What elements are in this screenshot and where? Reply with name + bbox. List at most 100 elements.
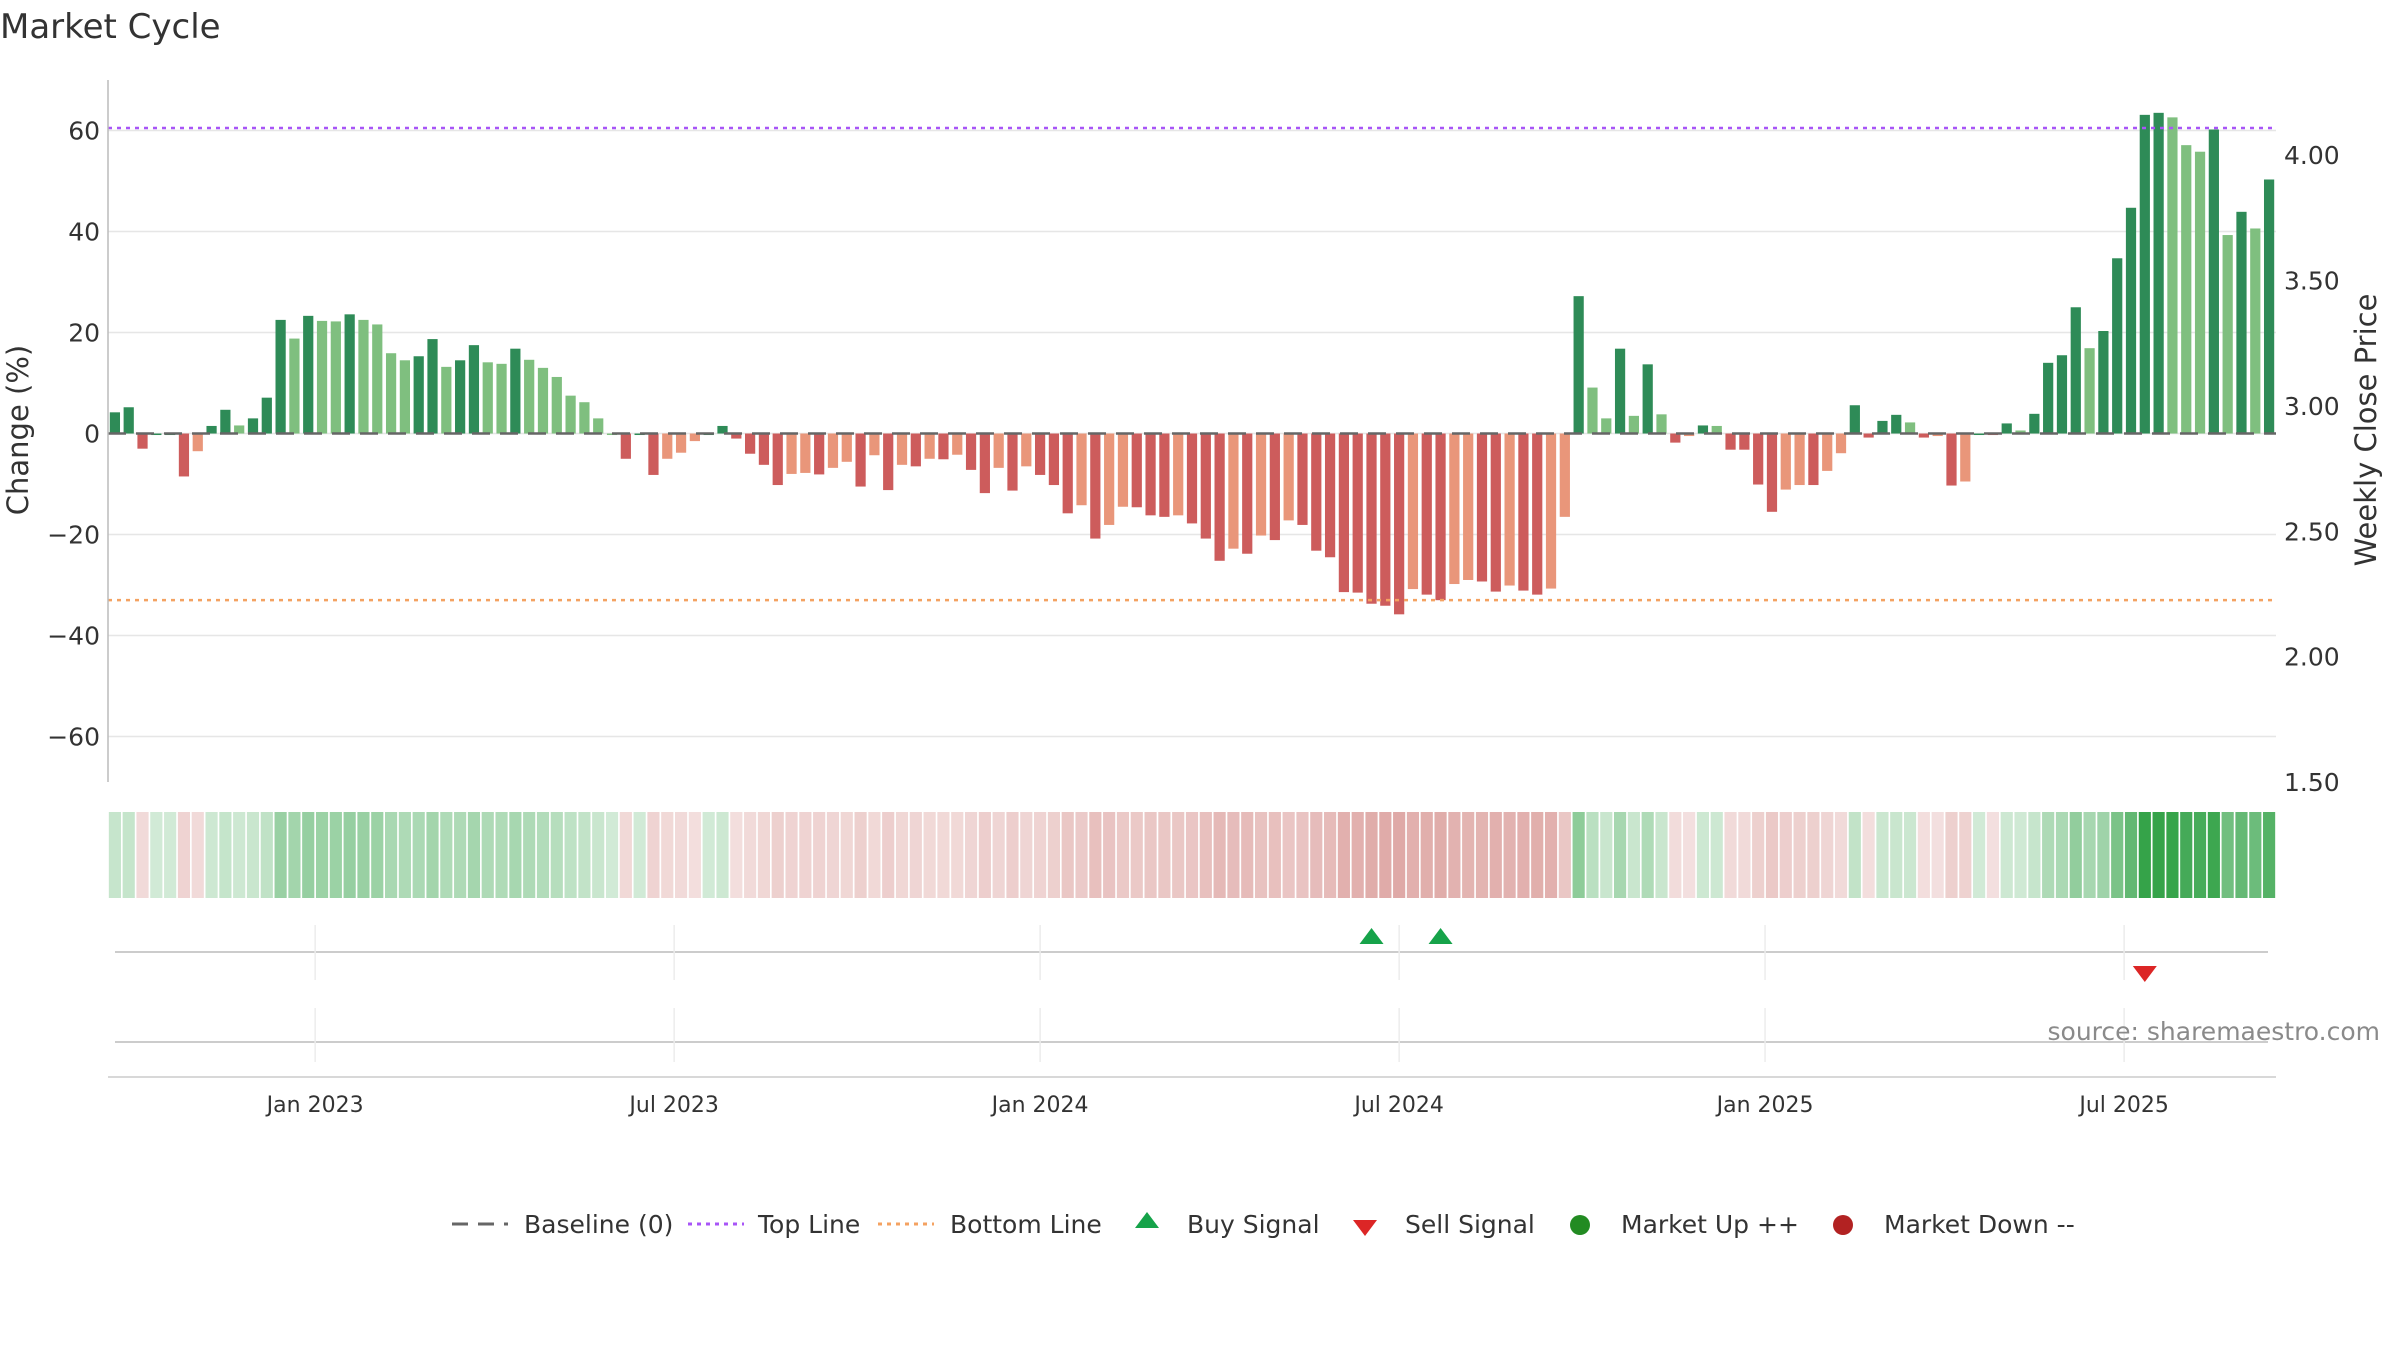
change-bar [1697,425,1709,434]
heat-cell [246,812,260,898]
change-bar [330,321,341,434]
heat-cell [702,812,715,898]
y-tick-label: −60 [47,723,100,752]
price-bar [1284,484,1294,782]
heat-cell [826,812,840,898]
buy-signal-marker [1428,928,1453,944]
heat-cell [2249,812,2262,898]
heat-cell [1172,812,1185,898]
heat-cell [2221,812,2234,898]
legend-market-down-label: Market Down -- [1884,1210,2075,1239]
heat-cell [467,812,481,898]
heat-cell [1683,812,1696,898]
change-bar [427,339,438,434]
heat-cell [1475,812,1489,898]
price-bar [1781,454,1791,782]
price-bar [869,439,879,782]
change-bar [2181,145,2192,434]
heat-cell [840,812,853,898]
heat-cell [605,812,619,898]
price-bar [1670,423,1680,782]
change-bar [399,360,411,434]
heat-cell [1862,812,1875,898]
heat-cell [1061,812,1074,898]
legend-sell-label: Sell Signal [1405,1210,1535,1239]
change-bar [1476,433,1488,582]
price-bar [1049,459,1059,782]
change-bars [109,112,2275,615]
price-bar [137,426,147,782]
price-bar [248,408,258,782]
change-bar [855,433,866,487]
change-bar [1794,433,1805,486]
price-bar [1159,481,1169,782]
heat-cell [1089,812,1102,898]
heat-cell [882,812,895,898]
price-bar [2029,403,2039,782]
change-bar [1407,433,1419,590]
legend-sell-icon [1353,1220,1377,1236]
heat-cell [426,812,439,898]
heat-cell [757,812,770,898]
change-bar [413,356,424,434]
x-tick-label: Jul 2024 [1352,1093,1444,1118]
heat-cell [1006,812,1019,898]
price-bar [1297,486,1307,782]
change-bar [1090,433,1101,539]
heat-cell [951,812,964,898]
change-bar [1242,433,1253,554]
price-bar [1739,426,1749,782]
price-bar [1822,441,1832,782]
heat-cell [1614,812,1627,898]
legend-top-line-label: Top Line [757,1210,860,1239]
change-bar [2070,307,2081,434]
price-bar [234,411,244,782]
heat-cell [1103,812,1116,898]
price-bar [1173,481,1183,782]
change-bar [178,433,190,477]
change-bar [247,418,259,434]
price-bar [193,431,203,782]
x-tick-label: Jul 2023 [627,1093,719,1118]
price-bar [773,456,783,782]
heat-cell [647,812,660,898]
heat-cell [1503,812,1516,898]
heat-cell [1324,812,1337,898]
legend-market-up-label: Market Up ++ [1621,1210,1799,1239]
price-bar [1132,476,1142,782]
x-tick-labels: Jan 2023 Jul 2023 Jan 2024 Jul 2024 Jan 2025… [265,1093,2169,1118]
heat-cell [1282,812,1295,898]
price-bar [938,441,948,782]
change-bar [2139,114,2150,434]
price-bar [828,446,838,782]
change-bar [1725,433,1736,450]
heat-cell [481,812,494,898]
change-bar [537,367,549,434]
change-bar [220,409,231,434]
heat-cell [619,812,632,898]
price-bar [1021,446,1031,782]
price-bar [1076,474,1086,782]
heat-cell [854,812,867,898]
heat-cell [550,812,563,898]
heat-cell [1517,812,1530,898]
legend-market-down: Market Down -- [1833,1210,2075,1239]
change-bar [1670,433,1681,443]
price-bar [717,413,727,782]
legend: Baseline (0) Top Line Bottom Line Buy Si… [452,1210,2075,1239]
heat-cell [357,812,370,898]
heat-cell [2055,812,2069,898]
change-bar [1394,433,1405,615]
change-bar [620,433,631,459]
change-bar [151,433,162,436]
heat-cell [260,812,273,898]
heat-cell [1406,812,1420,898]
heat-cell [2124,812,2138,898]
change-bar [1835,433,1847,454]
change-bar [2194,151,2206,434]
change-bar [924,433,935,459]
change-bar [1601,418,1612,434]
heat-cell [1144,812,1157,898]
change-bar [123,407,134,434]
heat-cell [923,812,936,898]
